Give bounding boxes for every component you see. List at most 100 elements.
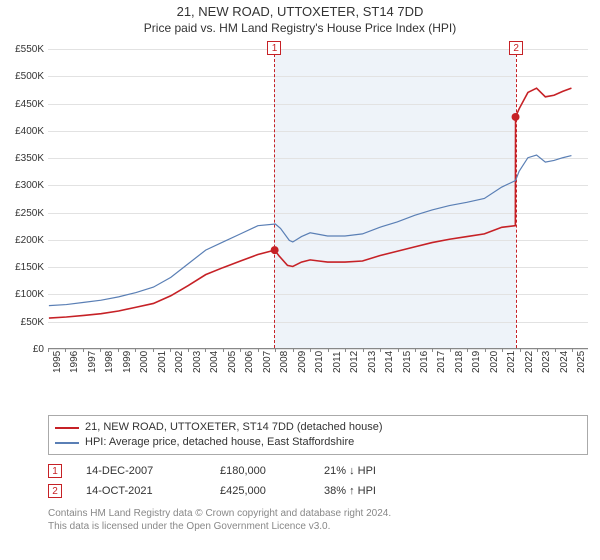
x-axis-label: 2023 [541,351,552,373]
x-axis-label: 2025 [576,351,587,373]
x-axis-label: 1996 [69,351,80,373]
event-marker-box: 2 [509,41,523,55]
footer-line-2: This data is licensed under the Open Gov… [48,520,588,533]
chart-lines [48,49,588,348]
y-axis-label: £450K [2,99,44,110]
x-axis-label: 1998 [104,351,115,373]
y-axis-label: £500K [2,71,44,82]
legend-item: 21, NEW ROAD, UTTOXETER, ST14 7DD (detac… [55,420,581,435]
x-axis-label: 2014 [384,351,395,373]
y-axis-label: £200K [2,235,44,246]
x-tick [328,348,329,352]
x-axis-label: 2011 [332,351,343,373]
x-tick [153,348,154,352]
event-marker-box: 2 [48,484,62,498]
event-date: 14-DEC-2007 [86,461,196,481]
x-tick [450,348,451,352]
x-axis-label: 1995 [52,351,63,373]
title-block: 21, NEW ROAD, UTTOXETER, ST14 7DD Price … [0,0,600,35]
x-axis-label: 2017 [436,351,447,373]
legend-label: 21, NEW ROAD, UTTOXETER, ST14 7DD (detac… [85,420,383,435]
event-row: 2 14-OCT-2021 £425,000 38% ↑ HPI [48,481,588,501]
y-axis-label: £50K [2,317,44,328]
legend-swatch [55,427,79,429]
legend-swatch [55,442,79,444]
x-tick [432,348,433,352]
x-axis-label: 2006 [244,351,255,373]
x-tick [485,348,486,352]
x-tick [188,348,189,352]
x-tick [118,348,119,352]
y-axis-label: £100K [2,289,44,300]
x-tick [293,348,294,352]
x-tick [363,348,364,352]
x-axis-label: 2005 [227,351,238,373]
x-tick [398,348,399,352]
event-delta: 21% ↓ HPI [324,461,414,481]
x-axis-label: 2001 [157,351,168,373]
event-marker-box: 1 [48,464,62,478]
x-tick [310,348,311,352]
event-price: £180,000 [220,461,300,481]
x-axis-label: 2013 [367,351,378,373]
x-tick [502,348,503,352]
x-axis-label: 2000 [139,351,150,373]
title-main: 21, NEW ROAD, UTTOXETER, ST14 7DD [0,4,600,19]
y-axis-label: £250K [2,208,44,219]
footer-attribution: Contains HM Land Registry data © Crown c… [48,507,588,533]
x-axis-label: 2016 [419,351,430,373]
event-date: 14-OCT-2021 [86,481,196,501]
x-tick [65,348,66,352]
x-axis-label: 2008 [279,351,290,373]
event-dot [271,246,279,254]
x-tick [345,348,346,352]
x-axis-label: 2019 [471,351,482,373]
x-axis-label: 2002 [174,351,185,373]
x-axis-label: 2024 [559,351,570,373]
y-axis-label: £0 [2,344,44,355]
x-axis-label: 2018 [454,351,465,373]
x-tick [135,348,136,352]
legend: 21, NEW ROAD, UTTOXETER, ST14 7DD (detac… [48,415,588,455]
x-axis-label: 2012 [349,351,360,373]
title-sub: Price paid vs. HM Land Registry's House … [0,21,600,35]
x-axis-label: 2021 [506,351,517,373]
x-tick [275,348,276,352]
x-tick [572,348,573,352]
y-axis-label: £350K [2,153,44,164]
x-tick [555,348,556,352]
x-tick [520,348,521,352]
event-row: 1 14-DEC-2007 £180,000 21% ↓ HPI [48,461,588,481]
x-tick [205,348,206,352]
x-tick [258,348,259,352]
x-axis-label: 2022 [524,351,535,373]
sale-events: 1 14-DEC-2007 £180,000 21% ↓ HPI 2 14-OCT-202… [48,461,588,501]
x-tick [170,348,171,352]
x-axis-label: 1997 [87,351,98,373]
x-axis-label: 2010 [314,351,325,373]
x-tick [100,348,101,352]
x-tick [83,348,84,352]
x-tick [537,348,538,352]
x-axis-label: 2007 [262,351,273,373]
x-axis-label: 2009 [297,351,308,373]
x-tick [223,348,224,352]
series-price_paid [49,88,572,318]
x-tick [48,348,49,352]
x-axis-label: 2004 [209,351,220,373]
legend-label: HPI: Average price, detached house, East… [85,435,354,450]
event-delta: 38% ↑ HPI [324,481,414,501]
legend-item: HPI: Average price, detached house, East… [55,435,581,450]
x-tick [380,348,381,352]
footer-line-1: Contains HM Land Registry data © Crown c… [48,507,588,520]
x-axis-label: 2003 [192,351,203,373]
event-marker-box: 1 [267,41,281,55]
plot-area: £0£50K£100K£150K£200K£250K£300K£350K£400… [48,49,588,349]
y-axis-label: £150K [2,262,44,273]
x-tick [240,348,241,352]
y-axis-label: £550K [2,44,44,55]
y-axis-label: £300K [2,180,44,191]
x-axis-label: 1999 [122,351,133,373]
event-price: £425,000 [220,481,300,501]
x-axis-label: 2015 [402,351,413,373]
